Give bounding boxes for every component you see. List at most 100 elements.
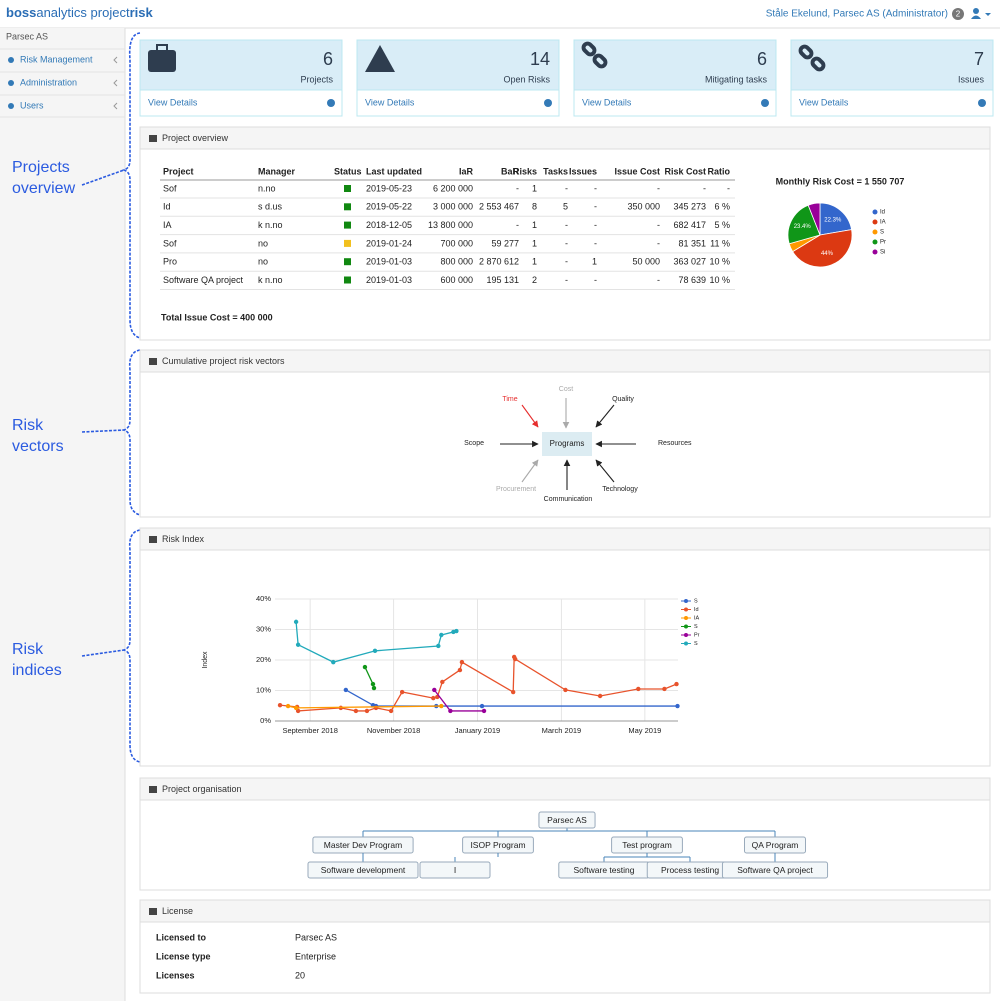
series-point [295, 642, 301, 647]
table-cell: 2019-05-22 [366, 202, 412, 212]
panel [139, 126, 991, 341]
annotation-line: Risk [12, 417, 48, 434]
vector-arrow [521, 459, 539, 483]
card-link[interactable]: View Details [365, 97, 415, 107]
table-header: Ratio [708, 166, 731, 176]
annotations: Projects overview Risk vectors Risk indice… [12, 159, 76, 679]
stat-cards: 6 Projects View Details 14 Open Risks View De… [139, 39, 994, 117]
legend-swatch [872, 209, 878, 215]
license-value: 20 [295, 970, 305, 980]
table-cell: Software QA project [163, 275, 244, 285]
menu-item[interactable]: Administration [20, 77, 77, 87]
brand-part: analytics project [36, 5, 130, 20]
series-point [370, 681, 376, 687]
series-point [479, 703, 485, 709]
menu-icon [8, 57, 14, 63]
table-cell: 2 553 467 [479, 202, 519, 212]
org-label: ISOP Program [470, 840, 525, 850]
table-cell: 682 417 [673, 220, 706, 230]
menu-chevron [113, 56, 118, 64]
series-point [439, 632, 444, 638]
table-cell: - [594, 275, 597, 285]
card-link-icon [978, 99, 986, 107]
license-value: Enterprise [295, 951, 336, 961]
table-cell: - [657, 238, 660, 248]
legend-label: Id [694, 607, 699, 613]
user-menu[interactable] [971, 8, 991, 19]
table-cell: 1 [532, 220, 537, 230]
table-cell: no [258, 238, 268, 248]
org-label: Test program [622, 840, 672, 850]
card-link[interactable]: View Details [582, 97, 632, 107]
vector-arrow [595, 459, 615, 483]
table-cell: 5 % [714, 220, 730, 230]
card-bottom [573, 89, 777, 117]
menu-item[interactable]: Users [20, 100, 44, 110]
panel-title: Project organisation [162, 784, 242, 794]
table-cell: - [594, 202, 597, 212]
series-point [674, 681, 679, 687]
user-name[interactable]: Ståle Ekelund, Parsec AS (Administrator) [766, 8, 948, 20]
table-cell: 5 [563, 202, 568, 212]
license-key: Licensed to [156, 932, 207, 942]
card-link-icon [761, 99, 769, 107]
vector-factor: Time [502, 396, 517, 403]
table-header: Risk Cost [664, 166, 706, 176]
status-indicator [344, 239, 351, 247]
table-cell: 2 870 612 [479, 257, 519, 267]
table-cell: 2018-12-05 [366, 220, 412, 230]
table-cell: - [565, 275, 568, 285]
vector-center-box [542, 432, 592, 456]
series-point [343, 687, 349, 693]
table-cell: k n.no [258, 275, 283, 285]
org-label: Master Dev Program [324, 840, 402, 850]
series-point [353, 708, 359, 714]
panel-heading [140, 778, 990, 800]
table-cell: n.no [258, 183, 276, 193]
card-link[interactable]: View Details [148, 97, 198, 107]
annotation: Projects overview [12, 159, 76, 197]
series-point [439, 703, 444, 709]
series-point [459, 659, 465, 665]
org-node [721, 861, 829, 879]
brand[interactable]: bossanalytics projectrisk [6, 5, 153, 20]
legend-label: Id [880, 210, 885, 216]
vector-arrow [521, 404, 539, 428]
menu-item[interactable]: Risk Management [20, 54, 93, 64]
x-tick-label: November 2018 [367, 726, 420, 735]
total-issue-cost: Total Issue Cost = 400 000 [161, 312, 273, 322]
panel-title: Cumulative project risk vectors [162, 356, 285, 366]
x-tick-label: September 2018 [282, 726, 337, 735]
annotation-line: vectors [12, 438, 64, 455]
series-point [364, 708, 370, 714]
pie-label: 23.4% [794, 224, 812, 230]
series-point [440, 679, 445, 685]
series-point [512, 656, 518, 662]
series-point [399, 689, 405, 695]
annotation: Risk indices [12, 641, 62, 679]
legend-swatch [684, 607, 688, 612]
legend-swatch [872, 219, 878, 225]
table-cell: Sof [163, 238, 177, 248]
vector-factor: Technology [602, 486, 638, 493]
table-cell: - [594, 238, 597, 248]
legend-swatch [872, 239, 878, 245]
annotation-line: Risk [12, 641, 48, 658]
legend-label: Si [880, 250, 885, 256]
panel-icon [149, 786, 157, 793]
legend-swatch [684, 633, 688, 637]
annotation-brackets [81, 32, 141, 763]
legend-label: S [694, 624, 698, 630]
sidebar [0, 28, 125, 1001]
card-label: Issues [958, 74, 985, 84]
table-cell: - [657, 183, 660, 193]
pie-slice [792, 229, 853, 268]
table-cell: 6 200 000 [433, 183, 473, 193]
org-node [538, 811, 596, 829]
legend-label: S [880, 230, 884, 236]
card-link[interactable]: View Details [799, 97, 849, 107]
table-cell: Id [163, 202, 171, 212]
table-cell: 50 000 [632, 257, 660, 267]
card-label: Mitigating tasks [705, 74, 768, 84]
card-link-icon [544, 99, 552, 107]
